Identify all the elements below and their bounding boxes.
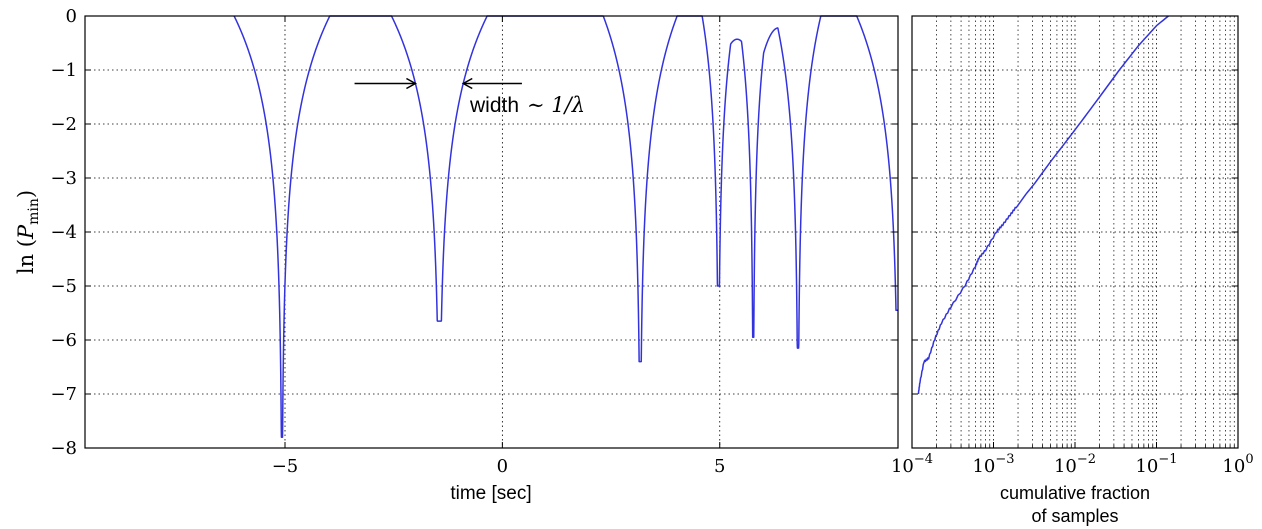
tick-label-exponent: −2 (1077, 452, 1096, 467)
y-axis-label-ln: ln ( (14, 239, 38, 274)
cumulative-fraction-panel: 10−4 10−3 10−2 10−1 100 cumulative fraction … (891, 15, 1254, 526)
x-tick-label: 5 (714, 456, 725, 477)
tick-label-base: 10 (891, 456, 914, 477)
tick-label-base: 10 (972, 456, 995, 477)
cumulative-ticks: 10−4 10−3 10−2 10−1 100 (891, 15, 1254, 477)
y-axis-label-close: ) (14, 190, 38, 198)
ln-pmin-time-series-line (233, 15, 899, 438)
x-axis-label-time: time [sec] (450, 483, 531, 504)
y-tick-label: −4 (50, 222, 77, 243)
tick-label-base: 10 (1054, 456, 1077, 477)
y-tick-label: −5 (50, 276, 77, 297)
time-series-ticks: −5 0 5 0 −1 −2 −3 −4 −5 −6 −7 −8 (50, 6, 898, 477)
annotation-arrowhead-left (461, 77, 473, 90)
time-series-panel: −5 0 5 0 −1 −2 −3 −4 −5 −6 −7 −8 width ∼ 1/λ time [s… (14, 6, 899, 504)
cumulative-fraction-line (917, 15, 1169, 395)
y-tick-label: −1 (50, 60, 77, 81)
log-x-tick-label: 10−4 (891, 452, 933, 477)
y-axis-label-ln-pmin: ln (Pmin) (14, 190, 42, 274)
y-tick-label: −8 (50, 438, 77, 459)
x-tick-label: 0 (497, 456, 508, 477)
x-axis-label-cumulative-line2: of samples (1031, 506, 1118, 526)
width-annotation: width ∼ 1/λ (354, 77, 585, 117)
annotation-arrowhead-right (406, 77, 417, 90)
log-x-tick-label: 100 (1222, 452, 1253, 477)
x-axis-label-cumulative-line1: cumulative fraction (1000, 483, 1150, 503)
tick-label-exponent: −1 (1158, 452, 1177, 467)
annotation-label-math: ∼ 1/λ (527, 93, 585, 117)
y-tick-label: −7 (50, 384, 77, 405)
tick-label-base: 10 (1222, 456, 1245, 477)
y-tick-label: −2 (50, 114, 77, 135)
log-x-tick-label: 10−2 (1054, 452, 1096, 477)
log-x-tick-label: 10−3 (972, 452, 1014, 477)
annotation-label-prefix: width (469, 94, 519, 117)
y-tick-label: 0 (66, 6, 77, 27)
y-axis-label-min-subscript: min (26, 198, 42, 225)
cumulative-grid (911, 15, 1239, 449)
y-tick-label: −3 (50, 168, 77, 189)
tick-label-base: 10 (1135, 456, 1158, 477)
y-axis-label-p: P (14, 224, 38, 240)
time-series-grid (85, 15, 898, 449)
annotation-label: width ∼ 1/λ (469, 93, 585, 117)
x-tick-label: −5 (272, 456, 299, 477)
log-x-tick-label: 10−1 (1135, 452, 1177, 477)
tick-label-exponent: −4 (914, 452, 933, 467)
tick-label-exponent: 0 (1245, 452, 1253, 467)
tick-label-exponent: −3 (995, 452, 1014, 467)
y-tick-label: −6 (50, 330, 77, 351)
